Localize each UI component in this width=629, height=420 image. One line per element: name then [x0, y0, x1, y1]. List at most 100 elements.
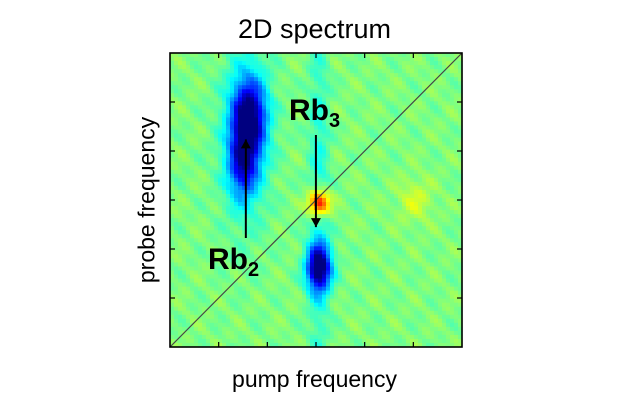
heatmap-cell [186, 282, 191, 288]
heatmap-cell [222, 322, 227, 328]
heatmap-cell [238, 342, 243, 348]
heatmap-cell [186, 81, 191, 86]
heatmap-cell [346, 290, 351, 296]
heatmap-cell [422, 294, 427, 300]
heatmap-cell [210, 85, 215, 90]
heatmap-cell [274, 342, 279, 348]
heatmap-cell [414, 342, 419, 348]
heatmap-cell [422, 141, 427, 147]
heatmap-cell [442, 153, 447, 159]
heatmap-cell [374, 202, 379, 207]
heatmap-cell [230, 73, 235, 78]
heatmap-cell [246, 57, 251, 62]
heatmap-cell [234, 133, 239, 139]
heatmap-cell [306, 161, 311, 167]
heatmap-cell [274, 274, 279, 280]
heatmap-cell [290, 330, 295, 336]
heatmap-cell [194, 101, 199, 106]
heatmap-cell [346, 310, 351, 316]
heatmap-cell [390, 157, 395, 163]
heatmap-cell [274, 89, 279, 94]
heatmap-cell [258, 65, 263, 70]
heatmap-cell [178, 342, 183, 348]
heatmap-cell [370, 197, 375, 203]
heatmap-cell [174, 310, 179, 316]
heatmap-cell [306, 306, 311, 312]
heatmap-cell [406, 85, 411, 90]
heatmap-cell [218, 334, 223, 340]
heatmap-cell [394, 97, 399, 102]
heatmap-cell [190, 238, 195, 243]
heatmap-cell [254, 322, 259, 328]
heatmap-cell [190, 246, 195, 251]
heatmap-cell [266, 133, 271, 139]
heatmap-cell [258, 270, 263, 276]
heatmap-cell [266, 242, 271, 247]
heatmap-cell [378, 218, 383, 223]
heatmap-cell [318, 286, 323, 292]
heatmap-cell [258, 177, 263, 183]
heatmap-cell [238, 121, 243, 127]
heatmap-cell [342, 278, 347, 284]
heatmap-cell [262, 105, 267, 110]
heatmap-cell [354, 254, 359, 259]
heatmap-cell [330, 282, 335, 288]
heatmap-cell [338, 234, 343, 239]
heatmap-cell [438, 246, 443, 251]
heatmap-cell [394, 157, 399, 163]
heatmap-cell [298, 89, 303, 94]
heatmap-cell [286, 137, 291, 143]
heatmap-cell [210, 101, 215, 106]
heatmap-cell [250, 137, 255, 143]
heatmap-cell [358, 226, 363, 231]
heatmap-cell [410, 278, 415, 284]
heatmap-cell [266, 65, 271, 70]
heatmap-cell [250, 117, 255, 123]
heatmap-cell [350, 230, 355, 235]
heatmap-cell [394, 105, 399, 110]
heatmap-cell [230, 274, 235, 280]
heatmap-cell [422, 133, 427, 139]
heatmap-cell [194, 342, 199, 348]
heatmap-cell [202, 250, 207, 255]
heatmap-cell [222, 121, 227, 127]
heatmap-cell [414, 274, 419, 280]
heatmap-cell [442, 97, 447, 102]
heatmap-cell [290, 246, 295, 251]
heatmap-cell [358, 230, 363, 235]
heatmap-cell [246, 149, 251, 155]
heatmap-cell [298, 133, 303, 139]
heatmap-cell [402, 113, 407, 119]
heatmap-cell [362, 246, 367, 251]
heatmap-cell [350, 65, 355, 70]
heatmap-cell [394, 250, 399, 255]
heatmap-cell [258, 310, 263, 316]
heatmap-cell [354, 81, 359, 86]
heatmap-cell [430, 53, 435, 58]
heatmap-cell [238, 222, 243, 227]
heatmap-cell [286, 85, 291, 90]
heatmap-cell [346, 258, 351, 264]
heatmap-cell [370, 262, 375, 268]
heatmap-cell [294, 181, 299, 187]
heatmap-cell [174, 157, 179, 163]
heatmap-cell [198, 318, 203, 324]
heatmap-cell [350, 181, 355, 187]
heatmap-cell [258, 53, 263, 58]
heatmap-cell [358, 246, 363, 251]
heatmap-cell [206, 73, 211, 78]
heatmap-cell [290, 81, 295, 86]
heatmap-cell [254, 181, 259, 187]
heatmap-cell [426, 262, 431, 268]
heatmap-cell [370, 149, 375, 155]
heatmap-cell [250, 109, 255, 115]
heatmap-cell [310, 153, 315, 159]
heatmap-cell [378, 234, 383, 239]
heatmap-cell [394, 93, 399, 98]
heatmap-cell [270, 314, 275, 320]
heatmap-cell [238, 250, 243, 255]
heatmap-cell [422, 318, 427, 324]
heatmap-cell [378, 202, 383, 207]
heatmap-cell [362, 77, 367, 82]
heatmap-cell [278, 105, 283, 110]
